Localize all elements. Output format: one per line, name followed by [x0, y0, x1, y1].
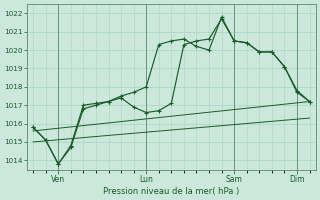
X-axis label: Pression niveau de la mer( hPa ): Pression niveau de la mer( hPa ) — [103, 187, 239, 196]
